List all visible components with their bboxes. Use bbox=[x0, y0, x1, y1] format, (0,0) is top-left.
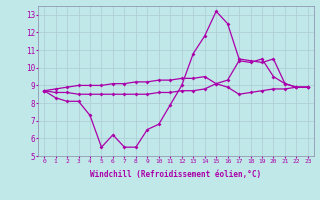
X-axis label: Windchill (Refroidissement éolien,°C): Windchill (Refroidissement éolien,°C) bbox=[91, 170, 261, 179]
